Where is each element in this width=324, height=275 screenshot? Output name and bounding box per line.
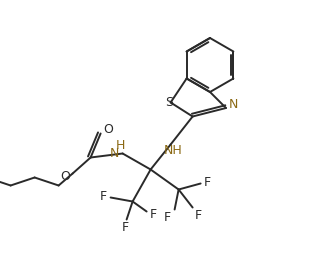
Text: NH: NH xyxy=(164,144,183,157)
Text: N: N xyxy=(110,147,119,160)
Text: H: H xyxy=(116,139,125,152)
Text: N: N xyxy=(228,98,238,111)
Text: F: F xyxy=(195,209,202,222)
Text: S: S xyxy=(166,96,174,109)
Text: O: O xyxy=(61,170,71,183)
Text: F: F xyxy=(164,211,171,224)
Text: F: F xyxy=(150,208,157,221)
Text: F: F xyxy=(204,176,211,189)
Text: O: O xyxy=(104,123,113,136)
Text: F: F xyxy=(100,190,107,203)
Text: F: F xyxy=(122,221,129,234)
